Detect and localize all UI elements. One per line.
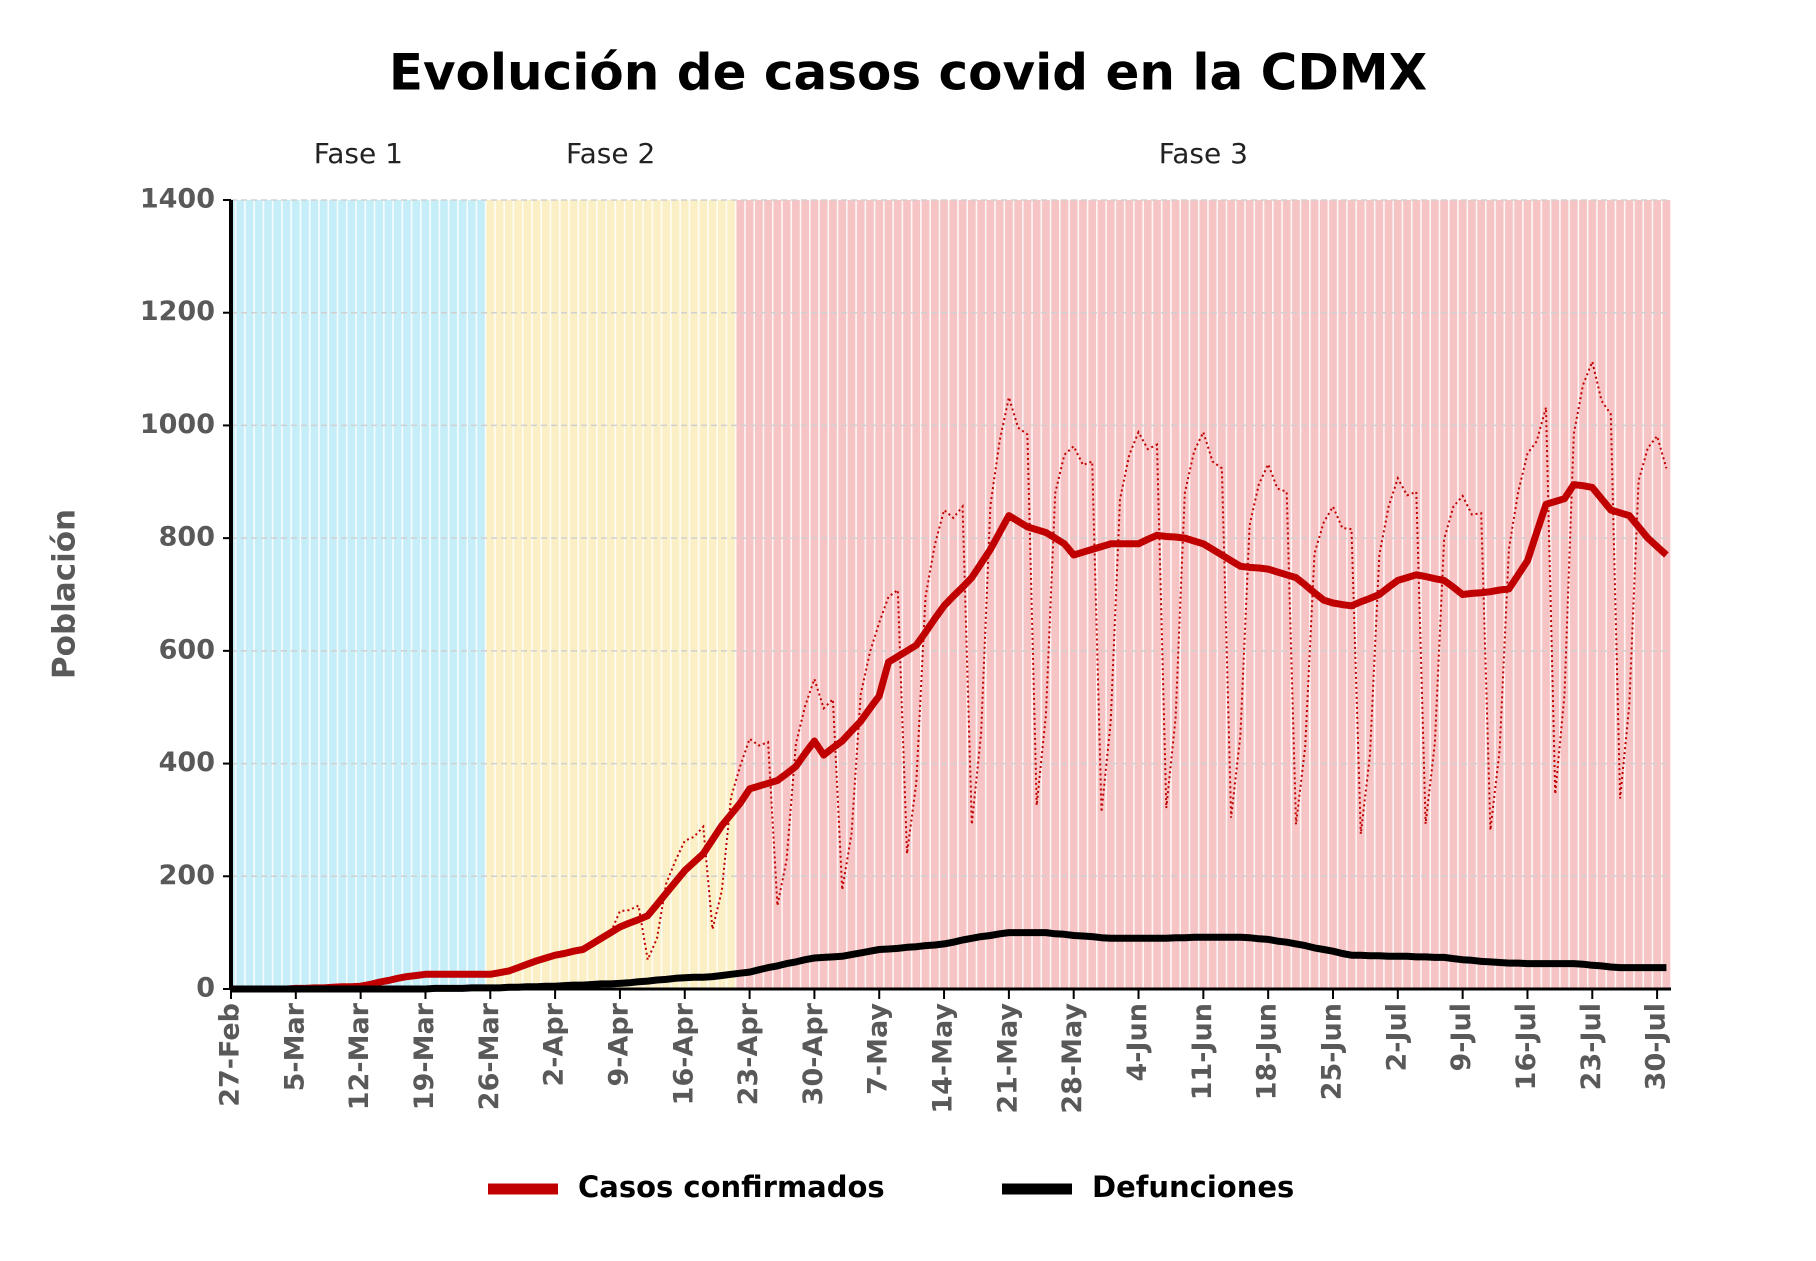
x-tick-label: 28-May (1057, 1003, 1088, 1114)
y-tick-label: 1000 (140, 409, 215, 440)
x-tick-label: 4-Jun (1122, 1003, 1153, 1081)
x-tick-label: 23-Jul (1576, 1003, 1607, 1090)
y-tick-label: 400 (159, 747, 215, 778)
x-tick-label: 7-May (863, 1003, 894, 1095)
x-tick-label: 16-Jul (1511, 1003, 1542, 1090)
y-tick-label: 1200 (140, 296, 215, 327)
x-tick-label: 9-Apr (603, 1002, 634, 1086)
x-tick-label: 25-Jun (1316, 1003, 1347, 1100)
y-tick-label: 0 (196, 973, 215, 1004)
x-tick-label: 5-Mar (279, 1002, 310, 1091)
x-tick-label: 27-Feb (215, 1003, 246, 1107)
y-tick-label: 600 (159, 634, 215, 665)
x-tick-label: 9-Jul (1446, 1003, 1477, 1072)
legend-label: Casos confirmados (578, 1170, 885, 1204)
x-tick-label: 12-Mar (344, 1002, 375, 1110)
phase-band (735, 200, 1671, 989)
x-tick-label: 30-Jul (1641, 1003, 1672, 1090)
phase-label: Fase 2 (566, 137, 655, 170)
chart-title: Evolución de casos covid en la CDMX (389, 44, 1427, 102)
x-tick-label: 26-Mar (474, 1002, 505, 1110)
y-tick-label: 1400 (140, 184, 215, 215)
x-tick-label: 18-Jun (1252, 1003, 1283, 1100)
y-tick-label: 200 (159, 860, 215, 891)
x-tick-label: 23-Apr (733, 1002, 764, 1105)
x-tick-label: 2-Jul (1381, 1003, 1412, 1072)
x-tick-label: 16-Apr (668, 1002, 699, 1105)
y-axis-title: Población (47, 509, 83, 679)
phase-band (231, 200, 486, 989)
phase-label: Fase 1 (314, 137, 403, 170)
x-tick-label: 30-Apr (798, 1002, 829, 1105)
phase-label: Fase 3 (1159, 137, 1248, 170)
x-tick-label: 2-Apr (539, 1002, 570, 1086)
x-tick-label: 11-Jun (1187, 1003, 1218, 1100)
x-tick-label: 14-May (928, 1003, 959, 1114)
x-tick-label: 19-Mar (409, 1002, 440, 1110)
y-tick-label: 800 (159, 522, 215, 553)
x-tick-label: 21-May (992, 1003, 1023, 1114)
legend-label: Defunciones (1092, 1170, 1294, 1204)
series-line (231, 481, 1669, 993)
